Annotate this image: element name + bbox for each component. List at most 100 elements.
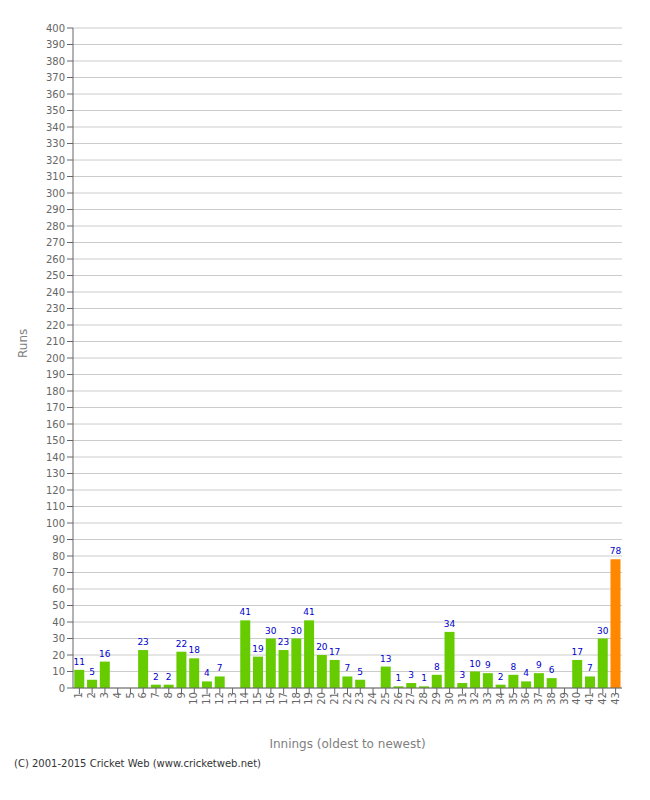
svg-text:170: 170 (46, 402, 65, 413)
svg-text:37: 37 (533, 692, 544, 705)
svg-text:2: 2 (498, 672, 504, 682)
svg-text:23: 23 (354, 692, 365, 705)
svg-text:30: 30 (52, 633, 65, 644)
svg-text:9: 9 (536, 660, 542, 670)
svg-text:36: 36 (520, 692, 531, 705)
svg-text:11: 11 (201, 692, 212, 705)
svg-text:30: 30 (291, 626, 303, 636)
svg-text:42: 42 (597, 692, 608, 705)
svg-text:1: 1 (73, 692, 84, 698)
svg-text:43: 43 (610, 692, 621, 705)
svg-text:34: 34 (444, 619, 456, 629)
svg-text:Runs: Runs (16, 329, 30, 358)
svg-text:80: 80 (52, 551, 65, 562)
svg-text:320: 320 (46, 155, 65, 166)
svg-text:22: 22 (176, 639, 187, 649)
svg-text:41: 41 (240, 607, 251, 617)
svg-text:0: 0 (59, 683, 65, 694)
svg-text:340: 340 (46, 122, 65, 133)
svg-text:2: 2 (86, 692, 97, 698)
svg-text:22: 22 (342, 692, 353, 705)
svg-text:310: 310 (46, 171, 65, 182)
svg-text:3: 3 (408, 670, 414, 680)
svg-text:330: 330 (46, 138, 65, 149)
svg-text:8: 8 (511, 662, 517, 672)
svg-text:4: 4 (204, 668, 210, 678)
svg-text:30: 30 (265, 626, 277, 636)
svg-text:350: 350 (46, 105, 65, 116)
svg-text:400: 400 (46, 23, 65, 34)
svg-text:29: 29 (431, 692, 442, 705)
svg-text:18: 18 (291, 692, 302, 705)
svg-text:38: 38 (546, 692, 557, 705)
svg-text:20: 20 (52, 650, 65, 661)
svg-text:70: 70 (52, 567, 65, 578)
svg-text:19: 19 (303, 692, 314, 705)
svg-text:78: 78 (610, 546, 622, 556)
svg-text:Innings (oldest to newest): Innings (oldest to newest) (269, 737, 425, 751)
svg-text:360: 360 (46, 89, 65, 100)
svg-text:23: 23 (278, 637, 289, 647)
svg-text:370: 370 (46, 72, 65, 83)
svg-text:14: 14 (239, 692, 250, 705)
svg-text:40: 40 (52, 617, 65, 628)
svg-text:15: 15 (252, 692, 263, 705)
svg-text:240: 240 (46, 287, 65, 298)
svg-text:9: 9 (485, 660, 491, 670)
svg-text:2: 2 (166, 672, 172, 682)
svg-text:380: 380 (46, 56, 65, 67)
svg-text:30: 30 (597, 626, 609, 636)
svg-text:10: 10 (52, 666, 65, 677)
svg-text:190: 190 (46, 369, 65, 380)
svg-text:23: 23 (137, 637, 148, 647)
svg-text:20: 20 (316, 692, 327, 705)
svg-text:150: 150 (46, 435, 65, 446)
svg-text:17: 17 (571, 647, 582, 657)
svg-text:31: 31 (457, 692, 468, 705)
svg-text:290: 290 (46, 204, 65, 215)
svg-text:5: 5 (89, 667, 95, 677)
svg-text:120: 120 (46, 485, 65, 496)
svg-text:10: 10 (188, 692, 199, 705)
svg-text:210: 210 (46, 336, 65, 347)
svg-text:5: 5 (357, 667, 363, 677)
svg-text:390: 390 (46, 39, 65, 50)
svg-text:6: 6 (137, 692, 148, 698)
svg-text:130: 130 (46, 468, 65, 479)
svg-text:270: 270 (46, 237, 65, 248)
svg-text:7: 7 (587, 663, 593, 673)
svg-text:50: 50 (52, 600, 65, 611)
svg-text:20: 20 (316, 642, 328, 652)
svg-text:16: 16 (99, 649, 111, 659)
svg-text:40: 40 (571, 692, 582, 705)
svg-text:7: 7 (150, 692, 161, 698)
svg-text:18: 18 (188, 645, 200, 655)
svg-text:24: 24 (367, 692, 378, 705)
svg-text:39: 39 (559, 692, 570, 705)
svg-text:220: 220 (46, 320, 65, 331)
svg-text:41: 41 (584, 692, 595, 705)
svg-text:41: 41 (303, 607, 314, 617)
svg-text:200: 200 (46, 353, 65, 364)
svg-text:16: 16 (265, 692, 276, 705)
svg-text:3: 3 (459, 670, 465, 680)
svg-text:100: 100 (46, 518, 65, 529)
svg-text:26: 26 (393, 692, 404, 705)
svg-text:60: 60 (52, 584, 65, 595)
svg-text:280: 280 (46, 221, 65, 232)
svg-text:9: 9 (176, 692, 187, 698)
svg-text:4: 4 (112, 692, 123, 698)
svg-text:11: 11 (74, 657, 85, 667)
svg-text:140: 140 (46, 452, 65, 463)
svg-text:250: 250 (46, 270, 65, 281)
svg-text:1: 1 (396, 673, 402, 683)
svg-text:3: 3 (99, 692, 110, 698)
svg-text:32: 32 (469, 692, 480, 705)
svg-text:13: 13 (227, 692, 238, 705)
svg-text:21: 21 (329, 692, 340, 705)
svg-text:34: 34 (495, 692, 506, 705)
svg-text:5: 5 (125, 692, 136, 698)
svg-text:17: 17 (278, 692, 289, 705)
svg-text:35: 35 (508, 692, 519, 705)
svg-text:25: 25 (380, 692, 391, 705)
